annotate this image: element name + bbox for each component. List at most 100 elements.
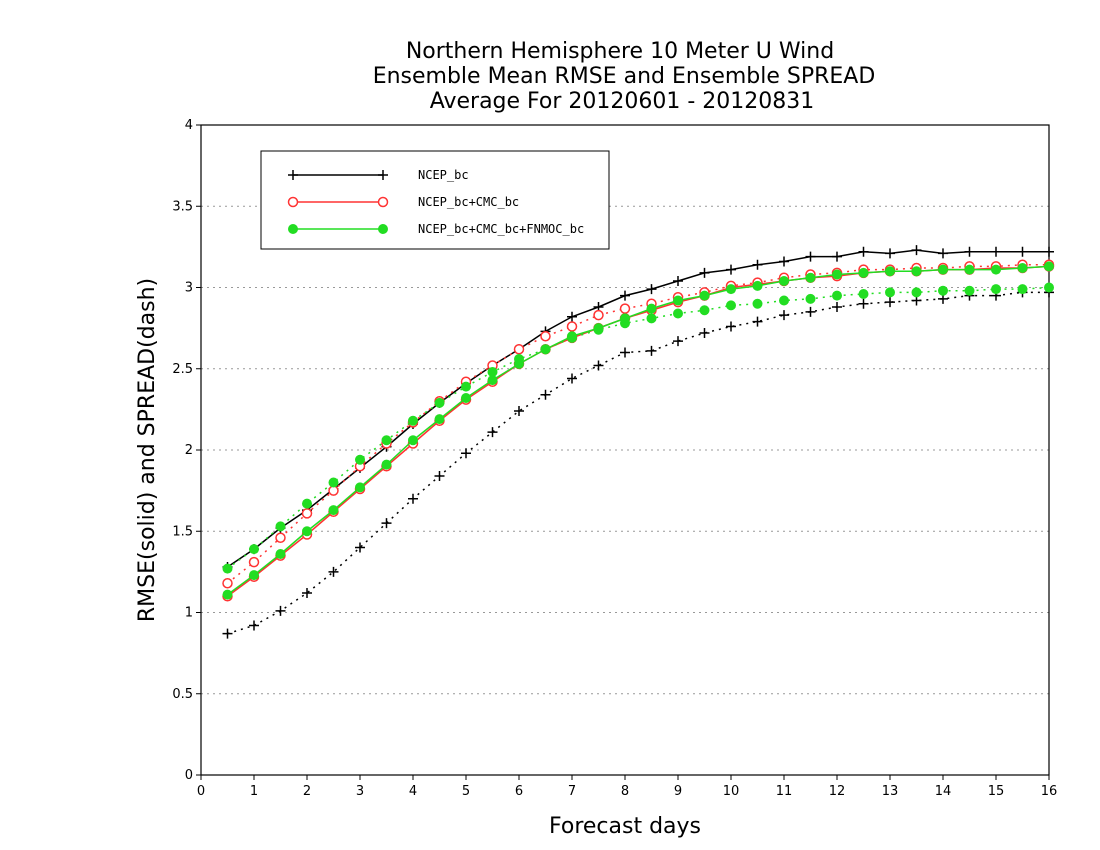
data-point — [275, 549, 286, 559]
data-point — [248, 556, 260, 568]
x-tick-label: 2 — [303, 784, 311, 799]
data-point — [858, 298, 869, 309]
data-point — [911, 287, 922, 298]
data-point — [805, 293, 816, 304]
data-point — [540, 389, 551, 400]
data-point — [911, 245, 922, 256]
data-point — [726, 284, 736, 295]
y-tick-label: 3 — [185, 281, 193, 296]
data-point — [328, 566, 339, 577]
data-point — [408, 415, 418, 426]
legend-marker — [377, 196, 389, 208]
data-point — [885, 266, 895, 277]
data-point — [779, 295, 789, 306]
axes: 0 1 2 3 4 5 6 7 8 9 10 11 12 13 14 15 1600.511.522.533.5… — [172, 118, 1057, 799]
data-point — [1044, 261, 1054, 272]
y-tick-label: 2.5 — [172, 362, 193, 377]
data-point — [593, 360, 604, 371]
data-point — [646, 303, 657, 314]
legend-item: NCEP_bc+CMC_bc — [287, 195, 519, 209]
y-tick-label: 3.5 — [172, 199, 193, 214]
data-point — [408, 435, 418, 446]
legend: NCEP_bc NCEP_bc+CMC_bc NCEP_bc+CMC_bc+FNMO… — [260, 150, 610, 250]
data-point — [620, 290, 630, 301]
data-point — [1017, 246, 1028, 257]
data-point — [885, 287, 895, 298]
data-point — [699, 328, 710, 338]
x-axis-label: Forecast days — [549, 814, 701, 839]
data-point — [752, 316, 763, 327]
y-axis-label: RMSE(solid) and SPREAD(dash) — [135, 278, 160, 622]
data-point — [1044, 282, 1054, 293]
series-line — [227, 265, 1050, 596]
data-point — [938, 285, 948, 296]
data-point — [434, 397, 445, 408]
data-point — [275, 521, 286, 532]
chart-title-line-3: Average For 20120601 - 20120831 — [430, 89, 815, 114]
data-point — [487, 427, 498, 438]
data-point — [487, 375, 498, 386]
data-point — [699, 305, 710, 316]
series-ncep-bc-cmc-bc-fnmoc-bc-rmse — [222, 261, 1054, 600]
data-point — [620, 318, 630, 329]
x-tick-label: 5 — [462, 784, 470, 799]
x-tick-label: 10 — [723, 784, 740, 799]
data-point — [434, 414, 445, 425]
legend-item: NCEP_bc — [288, 168, 469, 182]
data-point — [355, 542, 365, 553]
legend-label: NCEP_bc+CMC_bc+FNMOC_bc — [418, 222, 584, 236]
data-point — [540, 331, 551, 342]
data-point — [726, 264, 736, 275]
data-point — [514, 354, 524, 364]
y-tick-label: 4 — [185, 118, 193, 133]
y-tick-label: 0 — [185, 768, 193, 783]
data-point — [328, 505, 339, 516]
data-point — [275, 605, 286, 616]
data-point — [699, 267, 710, 278]
data-point — [381, 459, 392, 470]
data-point — [222, 589, 233, 600]
legend-label: NCEP_bc — [418, 168, 469, 182]
chart-title: Northern Hemisphere 10 Meter U Wind Ense… — [373, 39, 876, 114]
data-point — [1044, 246, 1054, 257]
data-point — [964, 264, 975, 275]
data-point — [461, 393, 471, 403]
data-point — [302, 526, 312, 537]
data-point — [858, 267, 869, 278]
data-point — [567, 373, 577, 384]
data-point — [249, 570, 259, 581]
chart-title-line-1: Northern Hemisphere 10 Meter U Wind — [406, 39, 834, 64]
y-tick-label: 1 — [185, 606, 193, 621]
data-point — [752, 298, 763, 309]
data-point — [991, 246, 1001, 257]
x-tick-label: 14 — [935, 784, 952, 799]
data-point — [646, 313, 657, 324]
series-line — [227, 286, 1050, 570]
data-point — [461, 381, 471, 392]
data-point — [222, 578, 233, 589]
x-tick-label: 16 — [1041, 784, 1058, 799]
data-point — [964, 285, 975, 296]
x-tick-label: 3 — [356, 784, 364, 799]
data-point — [408, 493, 418, 504]
data-point — [620, 347, 630, 358]
data-point — [673, 336, 683, 347]
series-line — [227, 265, 1050, 597]
chart-title-line-2: Ensemble Mean RMSE and Ensemble SPREAD — [373, 64, 876, 89]
data-point — [567, 332, 577, 343]
data-point — [328, 477, 339, 488]
data-point — [275, 532, 286, 543]
data-point — [249, 620, 259, 631]
series-line — [227, 291, 1049, 635]
y-tick-label: 0.5 — [172, 687, 193, 702]
legend-marker — [378, 170, 388, 180]
series-ncep-bc-spread — [222, 287, 1054, 639]
data-point — [301, 508, 313, 519]
x-tick-label: 0 — [197, 784, 205, 799]
data-point — [434, 471, 445, 481]
data-point — [567, 311, 577, 322]
data-point — [1017, 284, 1028, 295]
data-point — [779, 310, 789, 321]
data-point — [673, 276, 683, 286]
data-point — [779, 276, 789, 286]
